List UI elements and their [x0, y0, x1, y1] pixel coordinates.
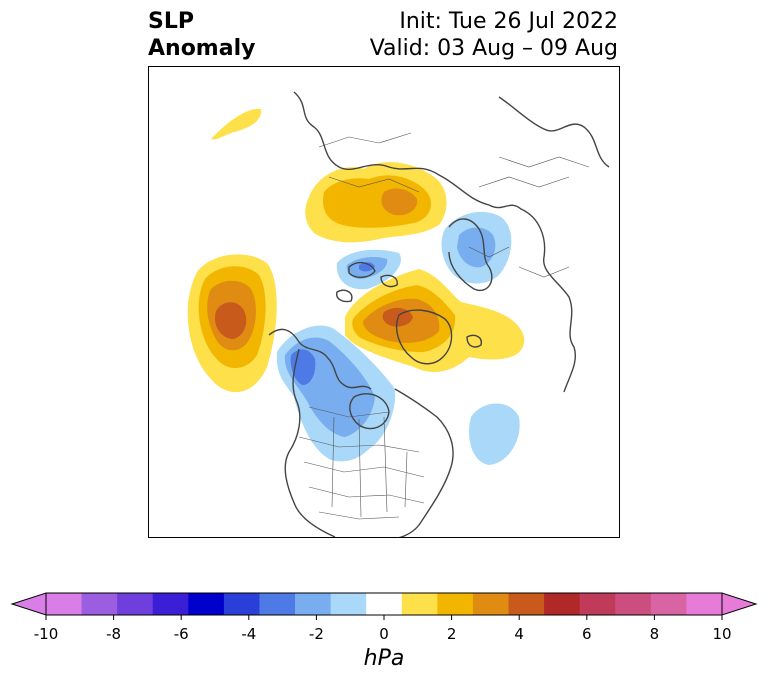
anomaly-positive-siberia-max	[381, 188, 418, 216]
coastline-layer	[268, 91, 610, 537]
colorbar-segment	[330, 593, 367, 615]
coastline-eurasia	[293, 91, 576, 393]
coastline-hudson-bay	[349, 393, 390, 430]
colorbar-segment	[223, 593, 260, 615]
colorbar-tick-label: -8	[106, 625, 122, 643]
colorbar-tick-label: 8	[649, 625, 660, 643]
anomaly-negative-arctic-max	[359, 262, 375, 272]
colorbar-unit: hPa	[363, 646, 405, 671]
colorbar-segment	[259, 593, 296, 615]
colorbar-tick-label: -6	[173, 625, 189, 643]
coastline-alaska	[268, 328, 372, 390]
anomaly-positive-north-pacific-core	[215, 302, 247, 339]
border-lines-north-america	[298, 406, 425, 520]
colorbar-tick-label: 2	[446, 625, 457, 643]
map-title: SLP Anomaly	[148, 8, 255, 62]
colorbar-tick-label: -2	[308, 625, 324, 643]
coastline-north-america-east	[394, 388, 454, 537]
valid-period: Valid: 03 Aug – 09 Aug	[369, 36, 618, 61]
colorbar-segment	[295, 593, 332, 615]
colorbar-segment	[46, 593, 83, 615]
border-layer	[298, 132, 590, 520]
colorbar-segment	[615, 593, 652, 615]
map-canvas	[187, 91, 610, 537]
colorbar-segment	[81, 593, 118, 615]
anomaly-fill-layer	[187, 108, 525, 465]
colorbar-segment	[508, 593, 545, 615]
colorbar-tick-label: 10	[712, 625, 732, 643]
colorbar-segment	[117, 593, 154, 615]
colorbar-segment	[152, 593, 189, 615]
border-lines-eurasia	[318, 132, 590, 278]
coastline-iceland	[466, 334, 482, 348]
colorbar	[10, 592, 758, 620]
colorbar-tick-label: 0	[379, 625, 389, 643]
coastline-north-america-west	[284, 348, 336, 537]
colorbar-segment	[472, 593, 510, 615]
colorbar-segment	[650, 593, 687, 615]
anomaly-positive-nw	[211, 108, 262, 140]
colorbar-tick-label: -4	[241, 625, 257, 643]
forecast-dates: Init: Tue 26 Jul 2022 Valid: 03 Aug – 09…	[370, 8, 618, 62]
colorbar-segment	[366, 593, 403, 615]
title-line-1: SLP	[148, 9, 194, 34]
colorbar-segment	[401, 593, 438, 615]
coastline-scandinavia	[448, 218, 493, 292]
colorbar-segment	[437, 593, 474, 615]
colorbar-extend-high	[721, 592, 758, 616]
colorbar-tick-label: 6	[582, 625, 592, 643]
colorbar-segment	[188, 593, 225, 615]
colorbar-segment	[686, 593, 723, 615]
init-date: Init: Tue 26 Jul 2022	[399, 9, 618, 34]
colorbar-segment	[579, 593, 616, 615]
coastline-asia-east	[498, 96, 610, 168]
title-line-2: Anomaly	[148, 36, 256, 61]
colorbar-tick-label: -10	[33, 625, 59, 643]
colorbar-tick-label: 4	[514, 625, 524, 643]
colorbar-segment	[544, 593, 581, 615]
anomaly-negative-atlantic	[469, 403, 520, 465]
coastline-greenland	[395, 309, 453, 365]
slp-anomaly-map	[148, 66, 620, 538]
coastline-arctic-islands	[336, 261, 398, 303]
colorbar-extend-low	[10, 592, 47, 616]
